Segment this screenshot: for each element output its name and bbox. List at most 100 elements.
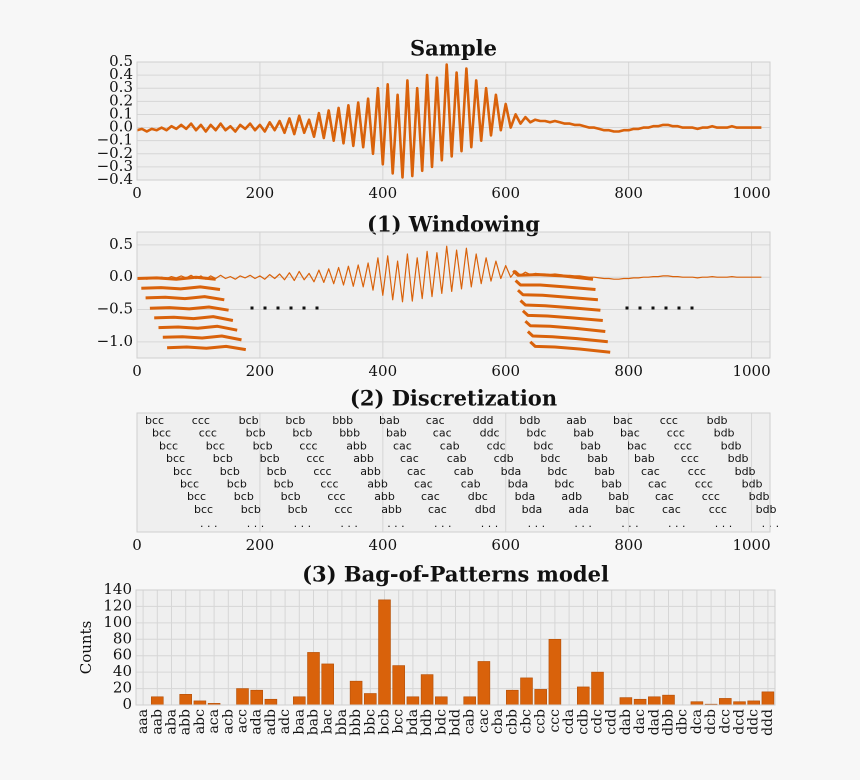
pattern-word: dbc <box>468 490 488 503</box>
chart-title: (2) Discretization <box>350 386 557 411</box>
x-tick-label: dcc <box>717 709 733 734</box>
pattern-word: bcc <box>206 439 225 452</box>
pattern-word: bda <box>508 478 529 491</box>
pattern-word: abb <box>346 439 367 452</box>
pattern-word: bcc <box>173 465 192 478</box>
x-tick-label: acb <box>220 709 236 734</box>
pattern-word: ccc <box>667 427 685 440</box>
pattern-word: bab <box>386 427 407 440</box>
window-line <box>162 334 242 342</box>
y-tick-label: 100 <box>103 613 132 631</box>
x-tick-label: abb <box>178 709 194 735</box>
x-tick-label: dca <box>689 709 705 734</box>
x-tick-label: cbb <box>504 709 520 735</box>
pattern-word: ddc <box>480 427 500 440</box>
x-tick-label: ddd <box>760 709 776 736</box>
bar <box>520 677 533 706</box>
pattern-word: ccc <box>702 490 720 503</box>
y-tick-label: 40 <box>113 662 132 680</box>
pattern-word: bdb <box>749 490 770 503</box>
window-line <box>141 285 221 291</box>
x-tick-label: cda <box>561 709 577 734</box>
bar <box>633 698 647 706</box>
pattern-word: ccc <box>299 439 317 452</box>
pattern-word: ccc <box>695 478 713 491</box>
x-tick-label: 400 <box>369 184 398 202</box>
y-tick-label: 0.0 <box>109 267 133 285</box>
pattern-word: cac <box>400 452 419 465</box>
continuation-dot <box>250 306 254 310</box>
x-tick-label: 200 <box>246 362 275 380</box>
y-tick-label: 140 <box>103 580 132 598</box>
x-tick-label: bdb <box>419 709 435 736</box>
x-tick-label: adb <box>263 709 279 735</box>
bar <box>378 599 391 706</box>
pattern-word: cab <box>440 439 460 452</box>
ellipsis: . . . <box>340 517 357 530</box>
pattern-word: bac <box>615 503 635 516</box>
y-tick-label: 0.4 <box>109 65 133 83</box>
pattern-word: cac <box>393 439 412 452</box>
pattern-word: cac <box>421 490 440 503</box>
pattern-word: cac <box>414 478 433 491</box>
x-tick-label: cdc <box>590 709 606 734</box>
x-tick-label: bbc <box>362 709 378 735</box>
pattern-word: bdc <box>547 465 567 478</box>
pattern-word: cab <box>461 478 481 491</box>
pattern-word: bcb <box>285 414 305 427</box>
bar <box>250 689 263 706</box>
pattern-word: bbb <box>339 427 360 440</box>
pattern-word: dbd <box>475 503 496 516</box>
bar <box>747 700 760 706</box>
pattern-word: bdb <box>756 503 777 516</box>
pattern-word: bcc <box>145 414 164 427</box>
pattern-word: cdb <box>494 452 514 465</box>
pattern-word: ccc <box>688 465 706 478</box>
bar <box>179 694 192 706</box>
bar <box>648 696 661 706</box>
y-tick-label: 60 <box>113 646 132 664</box>
pattern-word: bab <box>601 478 622 491</box>
bar <box>321 663 334 706</box>
pattern-word: bcc <box>159 439 178 452</box>
pattern-word: bac <box>620 427 640 440</box>
plot-frame <box>136 231 771 359</box>
pattern-word: abb <box>353 452 374 465</box>
pattern-word: bda <box>522 503 543 516</box>
pattern-word: bcb <box>241 503 261 516</box>
x-tick-label: adc <box>277 709 293 734</box>
pattern-word: bcb <box>292 427 312 440</box>
ellipsis: . . . <box>668 517 685 530</box>
bar <box>236 688 249 706</box>
pattern-word: bcc <box>180 478 199 491</box>
x-tick-label: dcb <box>703 709 719 735</box>
pattern-word: cac <box>641 465 660 478</box>
pattern-word: abb <box>367 478 388 491</box>
continuation-dot <box>690 306 694 310</box>
pattern-word: ccc <box>320 478 338 491</box>
pattern-word: aab <box>566 414 586 427</box>
y-tick-label: 80 <box>113 629 132 647</box>
x-tick-label: cba <box>490 709 506 734</box>
pattern-word: bbb <box>332 414 353 427</box>
x-tick-label: 1000 <box>732 536 770 554</box>
bar <box>506 689 519 706</box>
line <box>136 245 762 303</box>
chart-title: (1) Windowing <box>367 212 540 237</box>
y-tick-label: −0.3 <box>97 157 133 175</box>
bar <box>577 686 590 706</box>
window-line <box>167 344 247 352</box>
pattern-word: ccc <box>306 452 324 465</box>
bar <box>420 674 434 706</box>
continuation-dot <box>302 306 306 310</box>
y-tick-label: 0.5 <box>109 235 133 253</box>
window-line <box>158 324 238 332</box>
x-tick-label: bda <box>405 709 421 735</box>
x-tick-label: 0 <box>132 536 142 554</box>
pattern-word: bdb <box>707 414 728 427</box>
bar <box>349 680 363 706</box>
continuation-dot <box>638 306 642 310</box>
pattern-word: bdb <box>519 414 540 427</box>
x-tick-label: bdc <box>433 709 449 735</box>
